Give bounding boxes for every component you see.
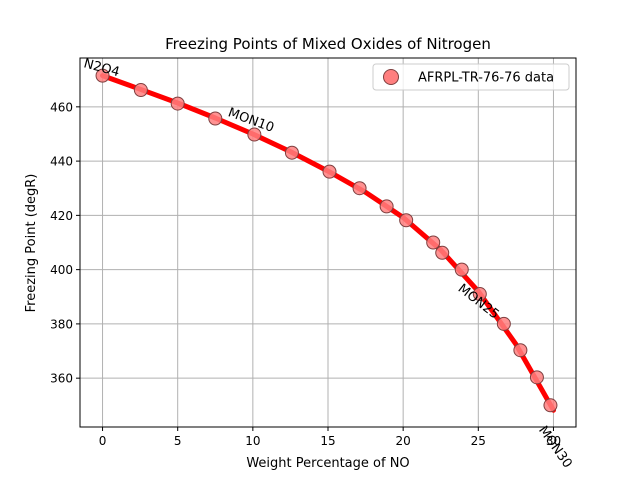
- legend-box: [372, 63, 570, 91]
- data-point: [399, 213, 414, 228]
- data-point: [496, 316, 511, 331]
- chart-title: Freezing Points of Mixed Oxides of Nitro…: [165, 35, 491, 53]
- x-axis-ticks: 0 5 10 15 20 25 30: [99, 427, 561, 448]
- data-point: [284, 145, 299, 160]
- x-axis-label: Weight Percentage of NO: [246, 456, 409, 471]
- legend-marker: [383, 69, 399, 85]
- axes-frame: [79, 57, 577, 428]
- data-point: [95, 68, 110, 83]
- legend-label: AFRPL-TR-76-76 data: [418, 71, 554, 86]
- y-tick-label: 400: [50, 263, 73, 277]
- data-point: [322, 164, 337, 179]
- x-tick-label: 5: [174, 434, 182, 448]
- data-point: [352, 181, 367, 196]
- data-point: [435, 245, 450, 260]
- x-tick-label: 10: [245, 434, 260, 448]
- data-point: [454, 262, 469, 277]
- data-point: [513, 343, 528, 358]
- x-tick-label: 20: [396, 434, 411, 448]
- y-tick-label: 440: [50, 155, 73, 169]
- x-tick-label: 15: [320, 434, 335, 448]
- data-point: [543, 398, 558, 413]
- y-tick-label: 420: [50, 209, 73, 223]
- data-point: [379, 199, 394, 214]
- data-point: [426, 235, 441, 250]
- data-point: [529, 370, 544, 385]
- data-point: [133, 83, 148, 98]
- data-point: [170, 96, 185, 111]
- data-point: [247, 127, 262, 142]
- x-tick-label: 0: [99, 434, 107, 448]
- grid-lines: [80, 58, 576, 427]
- legend: AFRPL-TR-76-76 data: [372, 63, 570, 91]
- data-point: [208, 111, 223, 126]
- data-markers: [95, 68, 558, 413]
- y-axis-label: Freezing Point (degR): [24, 174, 39, 313]
- y-axis-ticks: 360 380 400 420 440 460: [50, 100, 80, 386]
- x-tick-label: 30: [546, 434, 561, 448]
- data-point: [472, 287, 487, 302]
- y-tick-label: 380: [50, 317, 73, 331]
- y-tick-label: 460: [50, 100, 73, 114]
- x-tick-label: 25: [471, 434, 486, 448]
- y-tick-label: 360: [50, 372, 73, 386]
